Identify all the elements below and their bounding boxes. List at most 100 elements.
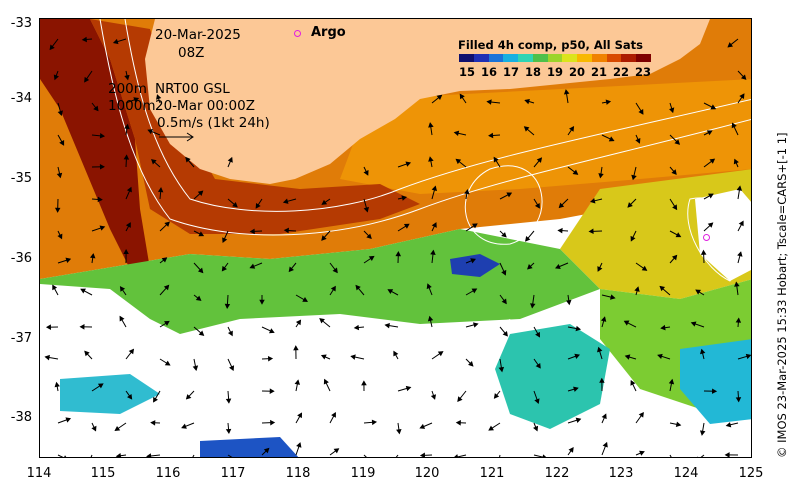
sst-blue-eddy: [450, 254, 500, 277]
current-arrowhead-icon: [601, 413, 607, 420]
current-arrowhead-icon: [437, 351, 444, 357]
x-tick-label: 125: [738, 466, 764, 481]
current-arrowhead-icon: [49, 44, 55, 51]
current-arrowhead-icon: [733, 158, 739, 165]
current-arrowhead-icon: [472, 322, 479, 328]
legend-color-segment: [532, 54, 548, 62]
current-arrowhead-icon: [405, 161, 412, 167]
y-tick-label: -36: [10, 251, 32, 266]
current-arrowhead-icon: [427, 315, 434, 322]
current-arrowhead-icon: [455, 158, 462, 165]
current-arrowhead-icon: [524, 98, 530, 105]
current-arrowhead-icon: [224, 303, 231, 310]
current-arrows: [44, 36, 751, 457]
current-arrowhead-icon: [403, 223, 410, 229]
legend-color-segment: [577, 54, 592, 62]
y-tick-label: -37: [10, 331, 32, 346]
current-arrowhead-icon: [736, 185, 743, 191]
x-tick-label: 122: [544, 466, 570, 481]
product-time-label: 20-Mar 00:00Z: [155, 98, 255, 114]
current-arrowhead-icon: [699, 430, 706, 436]
current-arrow-icon: [395, 454, 399, 457]
current-arrowhead-icon: [268, 328, 275, 334]
x-tick-label: 124: [673, 466, 699, 481]
legend-color-segment: [518, 54, 533, 62]
current-arrowhead-icon: [453, 130, 460, 137]
current-arrowhead-icon: [501, 232, 507, 238]
current-arrow-icon: [363, 454, 367, 457]
argo-float-icon[interactable]: [703, 234, 710, 241]
current-arrowhead-icon: [488, 425, 494, 431]
current-arrowhead-icon: [588, 228, 594, 235]
current-arrowhead-icon: [164, 320, 170, 326]
current-arrowhead-icon: [355, 284, 361, 291]
current-arrowhead-icon: [387, 289, 394, 294]
current-arrowhead-icon: [396, 428, 402, 435]
current-arrow-icon: [455, 454, 467, 457]
legend-tick: 23: [634, 65, 651, 79]
current-arrowhead-icon: [197, 267, 204, 274]
current-arrowhead-icon: [124, 74, 130, 81]
current-arrowhead-icon: [294, 379, 301, 385]
current-arrowhead-icon: [89, 253, 96, 259]
x-tick-label: 119: [350, 466, 376, 481]
current-arrowhead-icon: [84, 350, 90, 357]
current-arrowhead-icon: [97, 383, 104, 389]
sst-map[interactable]: [39, 18, 752, 458]
current-arrowhead-icon: [297, 412, 303, 419]
current-arrowhead-icon: [225, 428, 232, 435]
no-data-cloud: [40, 284, 530, 414]
y-tick-label: -38: [10, 410, 32, 425]
legend-color-segment: [473, 54, 489, 62]
current-arrowhead-icon: [99, 164, 105, 170]
current-arrowhead-icon: [563, 89, 570, 95]
current-arrowhead-icon: [198, 330, 205, 336]
current-arrowhead-icon: [735, 317, 742, 323]
contour-1000m: [99, 19, 751, 236]
argo-marker-icon[interactable]: [294, 30, 301, 37]
current-arrowhead-icon: [431, 222, 437, 228]
current-arrowhead-icon: [419, 423, 426, 429]
current-arrowhead-icon: [711, 388, 718, 394]
current-arrowhead-icon: [710, 104, 717, 110]
current-arrowhead-icon: [126, 186, 132, 193]
current-arrowhead-icon: [428, 122, 434, 128]
current-arrowhead-icon: [44, 354, 50, 361]
current-arrowhead-icon: [635, 137, 641, 144]
current-arrowhead-icon: [675, 232, 682, 238]
current-arrowhead-icon: [488, 132, 494, 139]
x-tick-label: 118: [285, 466, 311, 481]
current-arrowhead-icon: [363, 169, 369, 176]
current-arrowhead-icon: [119, 315, 125, 322]
y-tick-label: -33: [10, 16, 32, 31]
current-arrowhead-icon: [330, 285, 336, 292]
current-arrowhead-icon: [332, 267, 338, 274]
current-arrowhead-icon: [630, 379, 636, 386]
current-arrowhead-icon: [624, 354, 631, 360]
current-arrow-icon: [700, 454, 705, 457]
current-arrowhead-icon: [727, 42, 734, 48]
current-arrowhead-icon: [468, 361, 474, 367]
legend-color-segment: [606, 54, 622, 62]
current-arrowhead-icon: [185, 156, 191, 163]
current-arrowhead-icon: [669, 107, 675, 114]
current-arrowhead-icon: [393, 350, 399, 357]
current-arrowhead-icon: [151, 159, 157, 165]
current-arrowhead-icon: [533, 425, 539, 432]
current-arrowhead-icon: [331, 411, 336, 418]
legend-tick: 22: [612, 65, 629, 79]
current-arrowhead-icon: [706, 130, 713, 136]
current-arrowhead-icon: [65, 417, 72, 423]
current-arrowhead-icon: [535, 363, 541, 369]
current-arrowhead-icon: [502, 330, 508, 337]
current-arrowhead-icon: [363, 206, 369, 213]
legend-color-segment: [591, 54, 607, 62]
current-arrowhead-icon: [501, 269, 507, 276]
current-arrowhead-icon: [558, 202, 565, 209]
current-arrowhead-icon: [227, 156, 233, 163]
current-arrowhead-icon: [565, 299, 572, 306]
current-arrowhead-icon: [542, 454, 547, 457]
current-arrowhead-icon: [737, 251, 743, 257]
current-arrowhead-icon: [249, 228, 255, 235]
arrow-scale-icon: [159, 132, 194, 142]
